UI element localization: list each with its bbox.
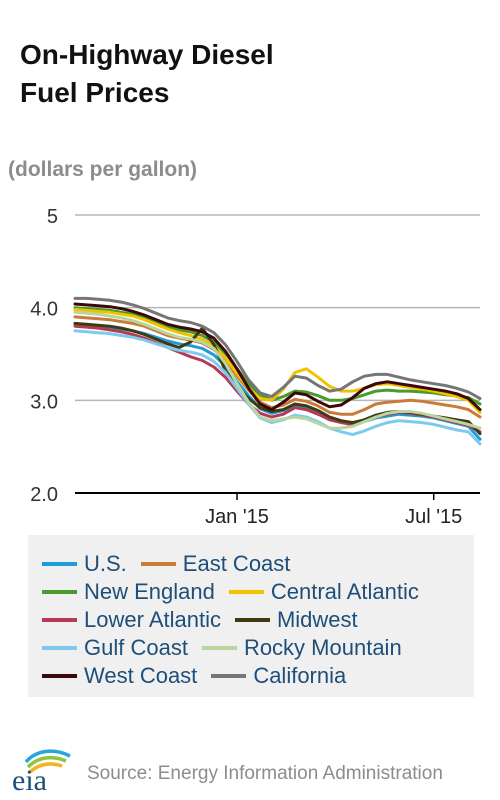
legend-row: Lower Atlantic Midwest [42, 606, 474, 634]
eia-logo-text: eia [12, 764, 47, 794]
series-line-central-atlantic [73, 308, 482, 414]
legend-row: U.S. East Coast [42, 550, 474, 578]
source-note: Source: Energy Information Administratio… [87, 763, 443, 784]
series-line-rocky-mountain [73, 310, 482, 430]
x-tick-label: Jan '15 [205, 506, 269, 528]
legend-swatch [42, 646, 77, 650]
y-tick-label: 2.0 [30, 484, 58, 506]
legend-swatch [201, 646, 237, 650]
legend-item: West Coast [42, 663, 197, 689]
legend-row: New England Central Atlantic [42, 578, 474, 606]
eia-logo-icon: eia [12, 749, 71, 794]
legend-label: Lower Atlantic [84, 607, 221, 632]
legend-item: Midwest [234, 607, 358, 633]
x-tick-label: Jul '15 [405, 506, 462, 528]
legend-row: Gulf Coast Rocky Mountain [42, 634, 474, 662]
legend-item: Gulf Coast [42, 635, 188, 661]
legend-label: West Coast [84, 663, 198, 688]
legend-swatch [228, 590, 264, 594]
y-tick-label: 5 [47, 206, 58, 228]
legend-swatch [234, 618, 270, 622]
legend-label: Central Atlantic [270, 579, 419, 604]
legend-item: U.S. [42, 551, 127, 577]
series-line-california [73, 296, 482, 400]
chart-title: On-Highway Diesel Fuel Prices [20, 36, 440, 112]
legend-item: East Coast [140, 551, 291, 577]
legend-item: Lower Atlantic [42, 607, 221, 633]
y-axis-units-label: (dollars per gallon) [8, 158, 198, 181]
chart-title-line-1: On-Highway Diesel [20, 39, 274, 70]
legend-row: West Coast California [42, 662, 474, 690]
legend-label: U.S. [84, 551, 127, 576]
legend-label: California [253, 663, 347, 688]
legend-swatch [42, 590, 77, 594]
line-chart: 2.0 3.0 4.0 5 Jan '15 Jul '15 [30, 206, 482, 528]
legend-swatch [211, 674, 247, 678]
legend-label: Midwest [276, 607, 358, 632]
series-line-lower-atlantic [73, 324, 482, 434]
chart-title-line-2: Fuel Prices [20, 77, 170, 108]
y-tick-label: 3.0 [30, 391, 58, 413]
y-tick-label: 4.0 [30, 299, 58, 321]
chart-legend: U.S. East Coast New England Central Atlanti… [28, 535, 474, 697]
legend-item: Rocky Mountain [201, 635, 402, 661]
legend-swatch [42, 562, 77, 566]
legend-swatch [42, 618, 77, 622]
series-line-new-england [73, 306, 482, 406]
legend-item: California [211, 663, 346, 689]
legend-item: Central Atlantic [228, 579, 419, 605]
legend-label: New England [84, 579, 215, 604]
legend-label: Rocky Mountain [243, 635, 402, 660]
series-line-west-coast [73, 302, 482, 412]
legend-label: Gulf Coast [84, 635, 188, 660]
legend-label: East Coast [182, 551, 291, 576]
legend-swatch [42, 674, 77, 678]
legend-item: New England [42, 579, 215, 605]
legend-swatch [140, 562, 176, 566]
